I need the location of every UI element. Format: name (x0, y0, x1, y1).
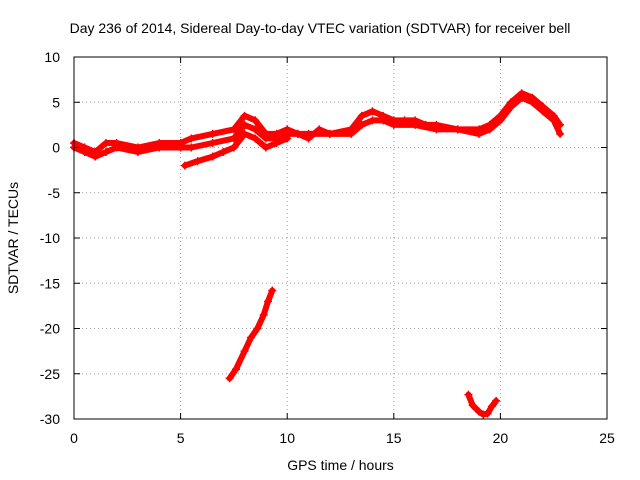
data-point (187, 143, 196, 152)
y-tick-label: -10 (40, 230, 60, 246)
series-track-2 (70, 93, 565, 161)
data-point (180, 161, 189, 170)
data-point (368, 107, 377, 116)
series-track-5 (464, 390, 501, 419)
y-axis-label: SDTVAR / TECUs (5, 182, 21, 294)
data-point (133, 148, 142, 157)
data-point (507, 102, 516, 111)
chart-title: Day 236 of 2014, Sidereal Day-to-day VTE… (70, 20, 571, 36)
data-point (229, 134, 238, 143)
data-point (479, 410, 488, 419)
data-point (483, 409, 492, 418)
data-point (389, 120, 398, 129)
data-point (268, 286, 277, 295)
data-point (208, 152, 217, 161)
y-tick-label: 5 (52, 94, 60, 110)
data-point (432, 125, 441, 134)
data-point (101, 148, 110, 157)
data-point (251, 134, 260, 143)
data-point (80, 148, 89, 157)
data-point (468, 401, 477, 410)
data-point (475, 407, 484, 416)
data-point (464, 390, 473, 399)
data-point (517, 93, 526, 102)
data-point (176, 143, 185, 152)
x-tick-label: 25 (599, 430, 615, 446)
data-point (304, 129, 313, 138)
data-point (208, 129, 217, 138)
y-tick-label: -5 (48, 185, 61, 201)
data-point (347, 129, 356, 138)
data-point (549, 116, 558, 125)
data-point (368, 116, 377, 125)
data-point (155, 143, 164, 152)
data-point (487, 402, 496, 411)
series-track-1 (70, 89, 565, 157)
data-point (91, 152, 100, 161)
data-point (232, 365, 241, 374)
y-tick-label: -30 (40, 411, 60, 427)
data-point (240, 111, 249, 120)
data-point (264, 297, 273, 306)
data-point (283, 134, 292, 143)
data-point (219, 148, 228, 157)
data-point (496, 116, 505, 125)
y-tick-label: 10 (44, 49, 60, 65)
data-point (101, 138, 110, 147)
data-point (556, 129, 565, 138)
data-point (411, 120, 420, 129)
y-tick-label: -20 (40, 321, 60, 337)
data-point (240, 120, 249, 129)
x-tick-label: 0 (70, 430, 78, 446)
series-track-3 (180, 129, 292, 170)
data-point (357, 111, 366, 120)
data-series (70, 89, 565, 419)
data-point (251, 116, 260, 125)
data-point (240, 129, 249, 138)
grid-lines (74, 57, 607, 419)
data-point (293, 129, 302, 138)
y-tick-label: -25 (40, 366, 60, 382)
series-track-4 (225, 286, 277, 383)
x-axis-label: GPS time / hours (287, 457, 394, 473)
x-tick-label: 15 (386, 430, 402, 446)
data-point (357, 120, 366, 129)
data-point (492, 396, 501, 405)
plot-frame (73, 56, 608, 420)
data-point (475, 129, 484, 138)
y-tick-label: -15 (40, 275, 60, 291)
y-tick-label: 0 (52, 140, 60, 156)
data-point (485, 125, 494, 134)
x-tick-label: 10 (279, 430, 295, 446)
data-point (193, 157, 202, 166)
series-line (181, 130, 291, 169)
data-point (229, 125, 238, 134)
data-point (272, 138, 281, 147)
data-point (539, 107, 548, 116)
data-point (259, 310, 268, 319)
data-point (246, 333, 255, 342)
data-point (453, 125, 462, 134)
data-point (251, 125, 260, 134)
data-point (187, 134, 196, 143)
data-point (240, 347, 249, 356)
data-point (229, 143, 238, 152)
data-point (112, 143, 121, 152)
data-point (261, 134, 270, 143)
x-tick-label: 20 (493, 430, 509, 446)
data-point (261, 143, 270, 152)
data-point (225, 374, 234, 383)
x-tick-label: 5 (177, 430, 185, 446)
data-point (379, 116, 388, 125)
data-point (253, 324, 262, 333)
data-point (325, 129, 334, 138)
data-point (208, 138, 217, 147)
x-axis-ticks: 0 5 10 15 20 25 (70, 57, 615, 446)
data-point (528, 98, 537, 107)
y-axis-ticks: 10 5 0 -5 -10 -15 -20 -25 -30 (40, 49, 607, 427)
